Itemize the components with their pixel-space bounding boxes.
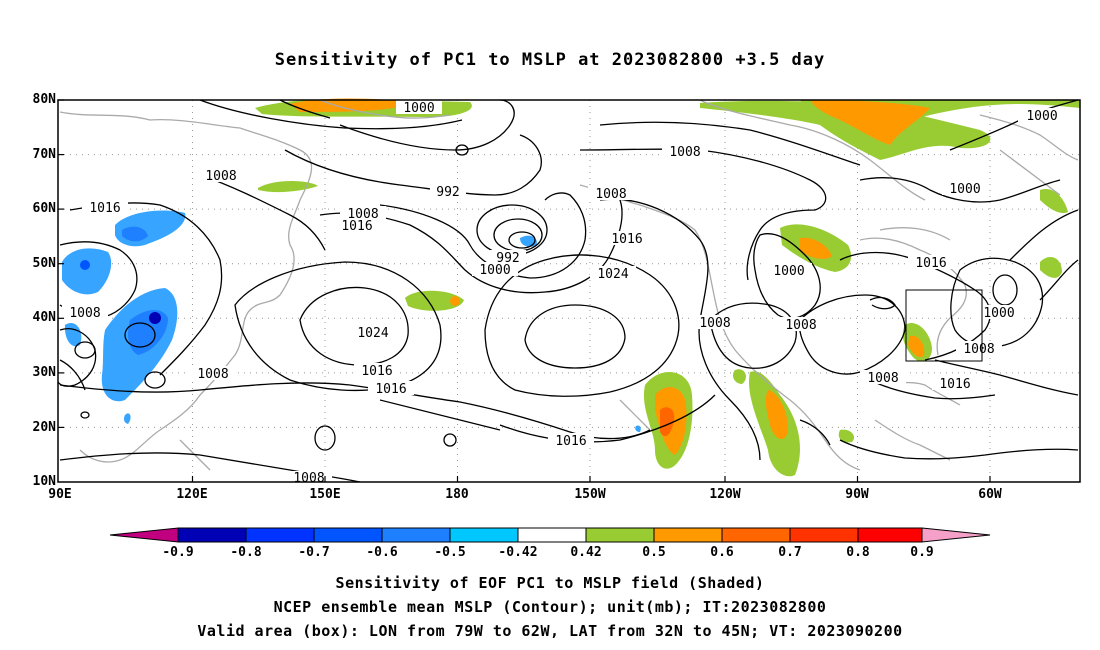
lat-tick-label: 30N — [32, 365, 56, 380]
contour-label: 1016 — [555, 434, 586, 449]
contour-label: 1008 — [205, 169, 236, 184]
colorbar-label: 0.8 — [846, 545, 870, 560]
contour-label: 1008 — [595, 187, 626, 202]
contour-label: 1016 — [915, 256, 946, 271]
colorbar-cell — [789, 527, 859, 543]
lon-tick-label: 120W — [709, 487, 741, 502]
sensitivity-shading-positive — [255, 98, 1080, 477]
lon-tick-label: 150W — [574, 487, 606, 502]
lat-tick-label: 40N — [32, 310, 56, 325]
lat-tick-label: 10N — [32, 474, 56, 489]
colorbar-label: -0.9 — [162, 545, 194, 560]
colorbar-label: -0.5 — [434, 545, 466, 560]
lon-tick-label: 90W — [845, 487, 869, 502]
colorbar-cell — [313, 527, 383, 543]
colorbar-over-triangle — [921, 527, 991, 543]
lat-tick-label: 80N — [32, 92, 56, 107]
contour-label: 1008 — [963, 342, 994, 357]
contour-label: 1000 — [479, 263, 510, 278]
contour-label: 1016 — [89, 201, 120, 216]
colorbar-cell — [721, 527, 791, 543]
colorbar-cell — [449, 527, 519, 543]
colorbar-cell — [245, 527, 315, 543]
colorbar-cell — [857, 527, 923, 543]
map-border — [57, 99, 1081, 483]
lat-tick-label: 50N — [32, 256, 56, 271]
lon-tick-label: 120E — [176, 487, 208, 502]
contour-label: 1016 — [375, 382, 406, 397]
contour-label: 1008 — [69, 306, 100, 321]
contour-label: 1008 — [785, 318, 816, 333]
sensitivity-shading-negative — [62, 210, 641, 432]
colorbar-label: 0.42 — [570, 545, 602, 560]
contour-label: 1016 — [939, 377, 970, 392]
lat-tick-label: 70N — [32, 147, 56, 162]
caption-contour: NCEP ensemble mean MSLP (Contour); unit(… — [273, 598, 827, 616]
colorbar-label: -0.6 — [366, 545, 398, 560]
lat-tick-label: 20N — [32, 420, 56, 435]
caption-shading: Sensitivity of EOF PC1 to MSLP field (Sh… — [335, 574, 765, 592]
contour-label: 1008 — [699, 316, 730, 331]
colorbar-label: -0.8 — [230, 545, 262, 560]
colorbar-under-triangle — [109, 527, 179, 543]
contour-label: 1024 — [357, 326, 388, 341]
contour-label: 1008 — [293, 471, 324, 486]
colorbar-cell — [653, 527, 723, 543]
colorbar-cell — [585, 527, 655, 543]
lat-tick-label: 60N — [32, 201, 56, 216]
lon-tick-label: 60W — [978, 487, 1002, 502]
contour-label: 1000 — [983, 306, 1014, 321]
contour-label: 1000 — [403, 101, 434, 116]
contour-labels: 1000 1000 992 992 1000 1008 1008 1008 10… — [62, 100, 1066, 486]
contour-label: 1000 — [949, 182, 980, 197]
colorbar-label: -0.7 — [298, 545, 330, 560]
contour-label: 1024 — [597, 267, 628, 282]
contour-label: 1016 — [341, 219, 372, 234]
grid-lines — [58, 100, 1080, 482]
valid-area-box — [905, 289, 983, 362]
contour-label: 1000 — [773, 264, 804, 279]
colorbar-label: 0.7 — [778, 545, 802, 560]
colorbar-label: 0.5 — [642, 545, 666, 560]
contour-label: 1008 — [669, 145, 700, 160]
lon-tick-label: 150E — [309, 487, 341, 502]
contour-label: 1008 — [197, 367, 228, 382]
colorbar-label: 0.6 — [710, 545, 734, 560]
contour-label: 1016 — [611, 232, 642, 247]
tick-marks — [58, 99, 991, 482]
colorbar-label: -0.42 — [498, 545, 538, 560]
colorbar-cell — [381, 527, 451, 543]
contour-label: 1016 — [361, 364, 392, 379]
contour-label: 1008 — [867, 371, 898, 386]
lon-tick-label: 90E — [48, 487, 72, 502]
colorbar-label: 0.9 — [910, 545, 934, 560]
colorbar-cell — [177, 527, 247, 543]
chart-title: Sensitivity of PC1 to MSLP at 2023082800… — [274, 50, 826, 70]
contour-label: 1000 — [1026, 109, 1057, 124]
colorbar-cell — [517, 527, 587, 543]
colorbar — [109, 527, 991, 543]
caption-valid-area: Valid area (box): LON from 79W to 62W, L… — [197, 622, 903, 640]
contour-label: 992 — [436, 185, 459, 200]
lon-tick-label: 180 — [445, 487, 469, 502]
